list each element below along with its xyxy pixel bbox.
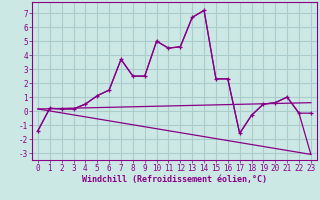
X-axis label: Windchill (Refroidissement éolien,°C): Windchill (Refroidissement éolien,°C) xyxy=(82,175,267,184)
